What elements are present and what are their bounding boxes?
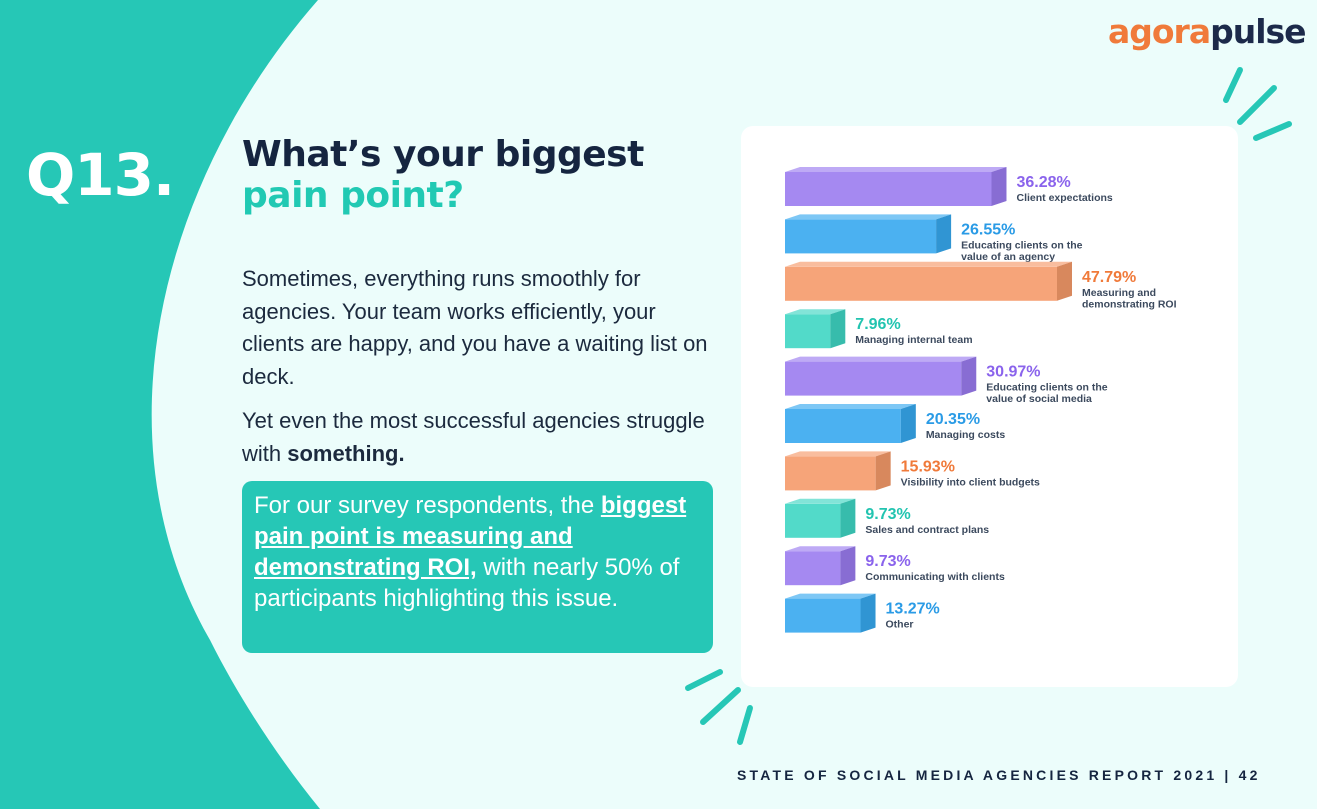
decorative-dashes-bottom — [685, 669, 753, 745]
chart-category-label: Sales and contract plans — [865, 524, 989, 536]
chart-bar-top-face — [785, 404, 916, 409]
chart-bar-side-face — [830, 309, 846, 349]
chart-value-label: 26.55% — [961, 221, 1015, 238]
question-number: Q13. — [26, 141, 175, 209]
callout-prefix: For our survey respondents, the — [254, 492, 601, 519]
chart-bar-top-face — [785, 593, 876, 599]
chart-value-label: 7.96% — [855, 316, 900, 333]
chart-bar-group — [785, 451, 891, 491]
chart-value-label: 9.73% — [865, 506, 910, 523]
chart-category-label: Client expectations — [1016, 192, 1112, 204]
chart-bar-top-face — [785, 546, 856, 552]
chart-bar-side-face — [1057, 261, 1072, 301]
chart-bar-side-face — [936, 214, 952, 254]
chart-bar-group — [785, 498, 856, 538]
chart-bar — [785, 266, 1057, 301]
callout-text: For our survey respondents, the biggest … — [254, 490, 709, 614]
chart-bar — [785, 456, 876, 491]
logo-part-agora: agora — [1108, 12, 1211, 51]
callout-highlight: biggest pain point is measuring and demo… — [254, 492, 687, 581]
chart-bar-top-face — [785, 451, 891, 457]
chart-bar-group — [785, 309, 846, 349]
chart-bar-top-face — [785, 214, 952, 220]
second-paragraph: Yet even the most successful agencies st… — [242, 405, 722, 470]
chart-bar — [785, 314, 831, 349]
chart-value-label: 36.28% — [1016, 174, 1070, 191]
chart-bar — [785, 503, 841, 538]
chart-bar — [785, 551, 841, 586]
second-paragraph-emphasis: something. — [287, 440, 405, 466]
chart-bar — [785, 219, 937, 254]
report-footer: STATE OF SOCIAL MEDIA AGENCIES REPORT 20… — [737, 767, 1261, 783]
decorative-dashes-top — [1223, 67, 1292, 141]
chart-bar — [785, 361, 962, 396]
intro-paragraph: Sometimes, everything runs smoothly for … — [242, 266, 708, 389]
callout-suffix: with nearly 50% of participants highligh… — [254, 554, 680, 612]
chart-value-label: 13.27% — [886, 601, 940, 618]
chart-bar — [785, 172, 992, 206]
logo-part-pulse: pulse — [1210, 12, 1306, 51]
chart-bar-side-face — [961, 356, 977, 396]
chart-category-label: Managing internal team — [855, 334, 972, 346]
chart-bar-group — [785, 261, 1072, 301]
chart-category-label: value of an agency — [961, 251, 1055, 263]
chart-category-label: Other — [886, 619, 914, 631]
chart-category-label: Visibility into client budgets — [901, 476, 1040, 488]
second-paragraph-text: Yet even the most successful agencies st… — [242, 408, 705, 466]
chart-bar — [785, 598, 861, 633]
chart-bar-side-face — [900, 404, 916, 443]
chart-bar-group — [785, 214, 952, 254]
chart-value-label: 47.79% — [1082, 269, 1136, 286]
chart-value-label: 30.97% — [986, 364, 1040, 381]
chart-value-label: 15.93% — [901, 458, 955, 475]
chart-bar-top-face — [785, 309, 846, 315]
chart-category-label: demonstrating ROI — [1082, 298, 1177, 310]
chart-bar-side-face — [840, 498, 856, 538]
chart-bar-top-face — [785, 261, 1072, 267]
agorapulse-logo: agorapulse — [1108, 12, 1307, 51]
chart-bar-top-face — [785, 356, 977, 362]
chart-category-label: Managing costs — [926, 429, 1006, 441]
chart-category-label: Educating clients on the — [961, 239, 1083, 251]
chart-value-label: 20.35% — [926, 411, 980, 428]
key-finding-callout: For our survey respondents, the biggest … — [242, 481, 713, 653]
chart-category-label: Educating clients on the — [986, 382, 1108, 394]
chart-bar-group — [785, 404, 916, 443]
chart-bar-side-face — [860, 593, 876, 633]
chart-bar-top-face — [785, 498, 856, 504]
chart-category-label: value of social media — [986, 393, 1092, 405]
chart-category-label: Communicating with clients — [865, 571, 1005, 583]
chart-bar — [785, 409, 901, 443]
chart-category-label: Measuring and — [1082, 287, 1156, 299]
chart-bar-group — [785, 167, 1007, 206]
chart-value-label: 9.73% — [865, 553, 910, 570]
chart-bar-side-face — [875, 451, 891, 491]
question-title-line1: What’s your biggest — [242, 134, 644, 175]
chart-bar-group — [785, 593, 876, 633]
chart-bar-side-face — [840, 546, 856, 586]
chart-bar-group — [785, 356, 977, 396]
question-title-line2: pain point? — [242, 175, 464, 216]
chart-bar-group — [785, 546, 856, 586]
chart-bar-side-face — [991, 167, 1007, 206]
chart-bar-top-face — [785, 167, 1007, 172]
